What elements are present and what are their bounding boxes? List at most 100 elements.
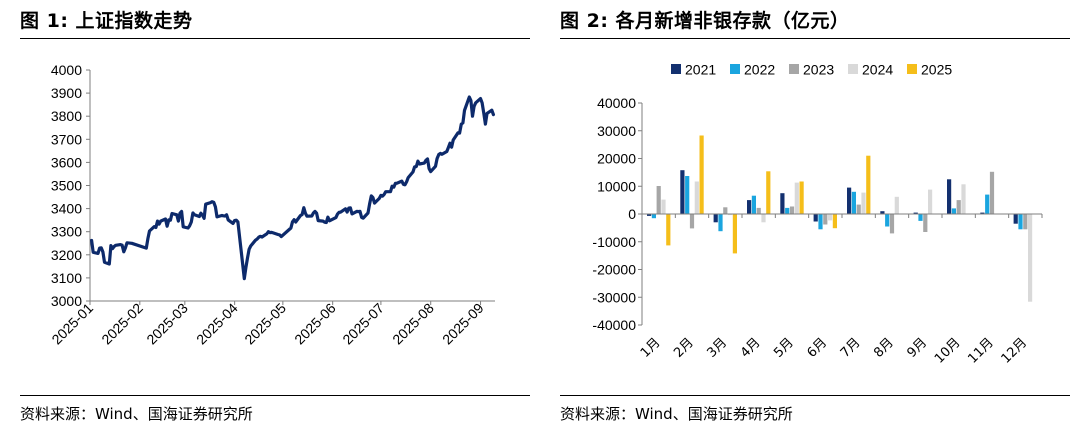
legend-label-2025: 2025 xyxy=(921,62,952,78)
bar-2022 xyxy=(751,195,756,214)
bar-2025 xyxy=(799,181,804,214)
y-tick-label: 3000 xyxy=(51,293,82,309)
figure-2-title: 图 2: 各月新增非银存款（亿元） xyxy=(560,10,850,32)
y-tick-label: 30000 xyxy=(597,123,636,139)
bar-2022 xyxy=(885,214,890,227)
y-tick-label: 4000 xyxy=(51,62,82,78)
bar-2021 xyxy=(980,212,985,214)
bar-2023 xyxy=(923,214,928,232)
legend-label-2023: 2023 xyxy=(803,62,834,78)
figure-2-source: 资料来源：Wind、国海证券研究所 xyxy=(560,405,793,423)
bar-2025 xyxy=(666,214,671,246)
bar-2023 xyxy=(656,186,661,214)
bar-2021 xyxy=(880,211,885,214)
y-tick-label: 3400 xyxy=(51,201,82,217)
bar-2023 xyxy=(856,204,861,214)
bar-2022 xyxy=(985,194,990,214)
x-tick-label: 7月 xyxy=(838,335,864,361)
bar-2023 xyxy=(723,207,728,214)
bar-2023 xyxy=(756,207,761,214)
x-tick-label: 2025-02 xyxy=(98,300,146,348)
bar-2024 xyxy=(961,184,966,214)
y-tick-label: 3200 xyxy=(51,247,82,263)
legend-swatch-2023 xyxy=(789,64,799,74)
bar-2024 xyxy=(794,182,799,214)
bar-2023 xyxy=(789,206,795,214)
y-tick-label: 3800 xyxy=(51,108,82,124)
bar-2024 xyxy=(861,192,866,214)
y-tick-label: 3700 xyxy=(51,131,82,147)
bar-2024 xyxy=(928,189,933,214)
title-rule xyxy=(560,38,1070,39)
bar-2025 xyxy=(832,214,837,229)
bar-2021 xyxy=(813,214,818,222)
bar-2021 xyxy=(780,193,785,214)
bar-2024 xyxy=(1028,214,1033,302)
bar-2023 xyxy=(989,171,995,214)
legend-label-2022: 2022 xyxy=(744,62,775,78)
y-tick-label: 10000 xyxy=(597,178,636,194)
bar-2021 xyxy=(680,170,685,214)
legend-swatch-2022 xyxy=(730,64,740,74)
footer-rule xyxy=(560,395,1070,396)
bar-2022 xyxy=(785,207,790,214)
bar-2022 xyxy=(918,214,923,221)
bar-2024 xyxy=(894,196,899,214)
y-tick-label: 3500 xyxy=(51,178,82,194)
y-tick-label: -20000 xyxy=(592,262,636,278)
x-tick-label: 2025-06 xyxy=(291,300,339,348)
x-tick-label: 5月 xyxy=(771,335,797,361)
bar-2023 xyxy=(689,214,695,229)
bar-2022 xyxy=(651,214,656,219)
bar-2024 xyxy=(728,214,733,216)
y-tick-label: 20000 xyxy=(597,151,636,167)
x-tick-label: 2025-03 xyxy=(143,300,191,348)
x-tick-label: 2025-09 xyxy=(439,300,487,348)
x-tick-label: 3月 xyxy=(705,335,731,361)
legend-swatch-2025 xyxy=(907,64,917,74)
bar-2021 xyxy=(713,214,718,223)
index-series-line xyxy=(89,95,495,281)
bar-2022 xyxy=(718,214,723,232)
bar-2022 xyxy=(951,208,956,214)
bar-2025 xyxy=(732,214,737,254)
x-tick-label: 2月 xyxy=(671,335,697,361)
bar-2025 xyxy=(866,155,871,214)
footer-rule xyxy=(20,395,530,396)
bar-2021 xyxy=(847,187,852,214)
x-tick-label: 2025-05 xyxy=(241,300,289,348)
x-tick-label: 1月 xyxy=(638,335,664,361)
x-tick-label: 12月 xyxy=(999,335,1030,366)
bar-2023 xyxy=(889,214,895,234)
x-tick-label: 10月 xyxy=(932,335,963,366)
bar-2022 xyxy=(851,191,856,214)
y-tick-label: -10000 xyxy=(592,234,636,250)
x-tick-label: 4月 xyxy=(738,335,764,361)
y-tick-label: -30000 xyxy=(592,289,636,305)
legend-swatch-2021 xyxy=(671,64,681,74)
y-tick-label: 3300 xyxy=(51,224,82,240)
legend-swatch-2024 xyxy=(848,64,858,74)
figure-1-source: 资料来源：Wind、国海证券研究所 xyxy=(20,405,253,423)
legend-label-2021: 2021 xyxy=(685,62,716,78)
x-tick-label: 2025-07 xyxy=(339,300,387,348)
y-tick-label: 0 xyxy=(628,206,636,222)
x-tick-label: 2025-08 xyxy=(389,300,437,348)
left-panel: 图 1: 上证指数走势 3000 3100 3200 3300 3400 3500 3600… xyxy=(20,10,530,423)
bar-2023 xyxy=(1023,214,1028,230)
deposit-bar-chart: -40000 -30000 -20000 -10000 0 10000 20000 30000… xyxy=(592,62,1043,367)
bar-2025 xyxy=(766,171,771,214)
bar-2024 xyxy=(694,181,699,214)
bar-2021 xyxy=(947,179,952,214)
index-chart: 3000 3100 3200 3300 3400 3500 3600 3700 3800 3900… xyxy=(48,62,495,348)
legend-label-2024: 2024 xyxy=(862,62,893,78)
bar-2024 xyxy=(828,214,833,221)
x-tick-label: 8月 xyxy=(871,335,897,361)
title-rule xyxy=(20,38,530,39)
bar-2023 xyxy=(823,214,828,225)
bar-2022 xyxy=(818,214,823,230)
bar-2025 xyxy=(699,135,704,214)
bar-2023 xyxy=(956,200,961,214)
bar-2021 xyxy=(913,212,918,214)
bar-2024 xyxy=(761,214,766,223)
